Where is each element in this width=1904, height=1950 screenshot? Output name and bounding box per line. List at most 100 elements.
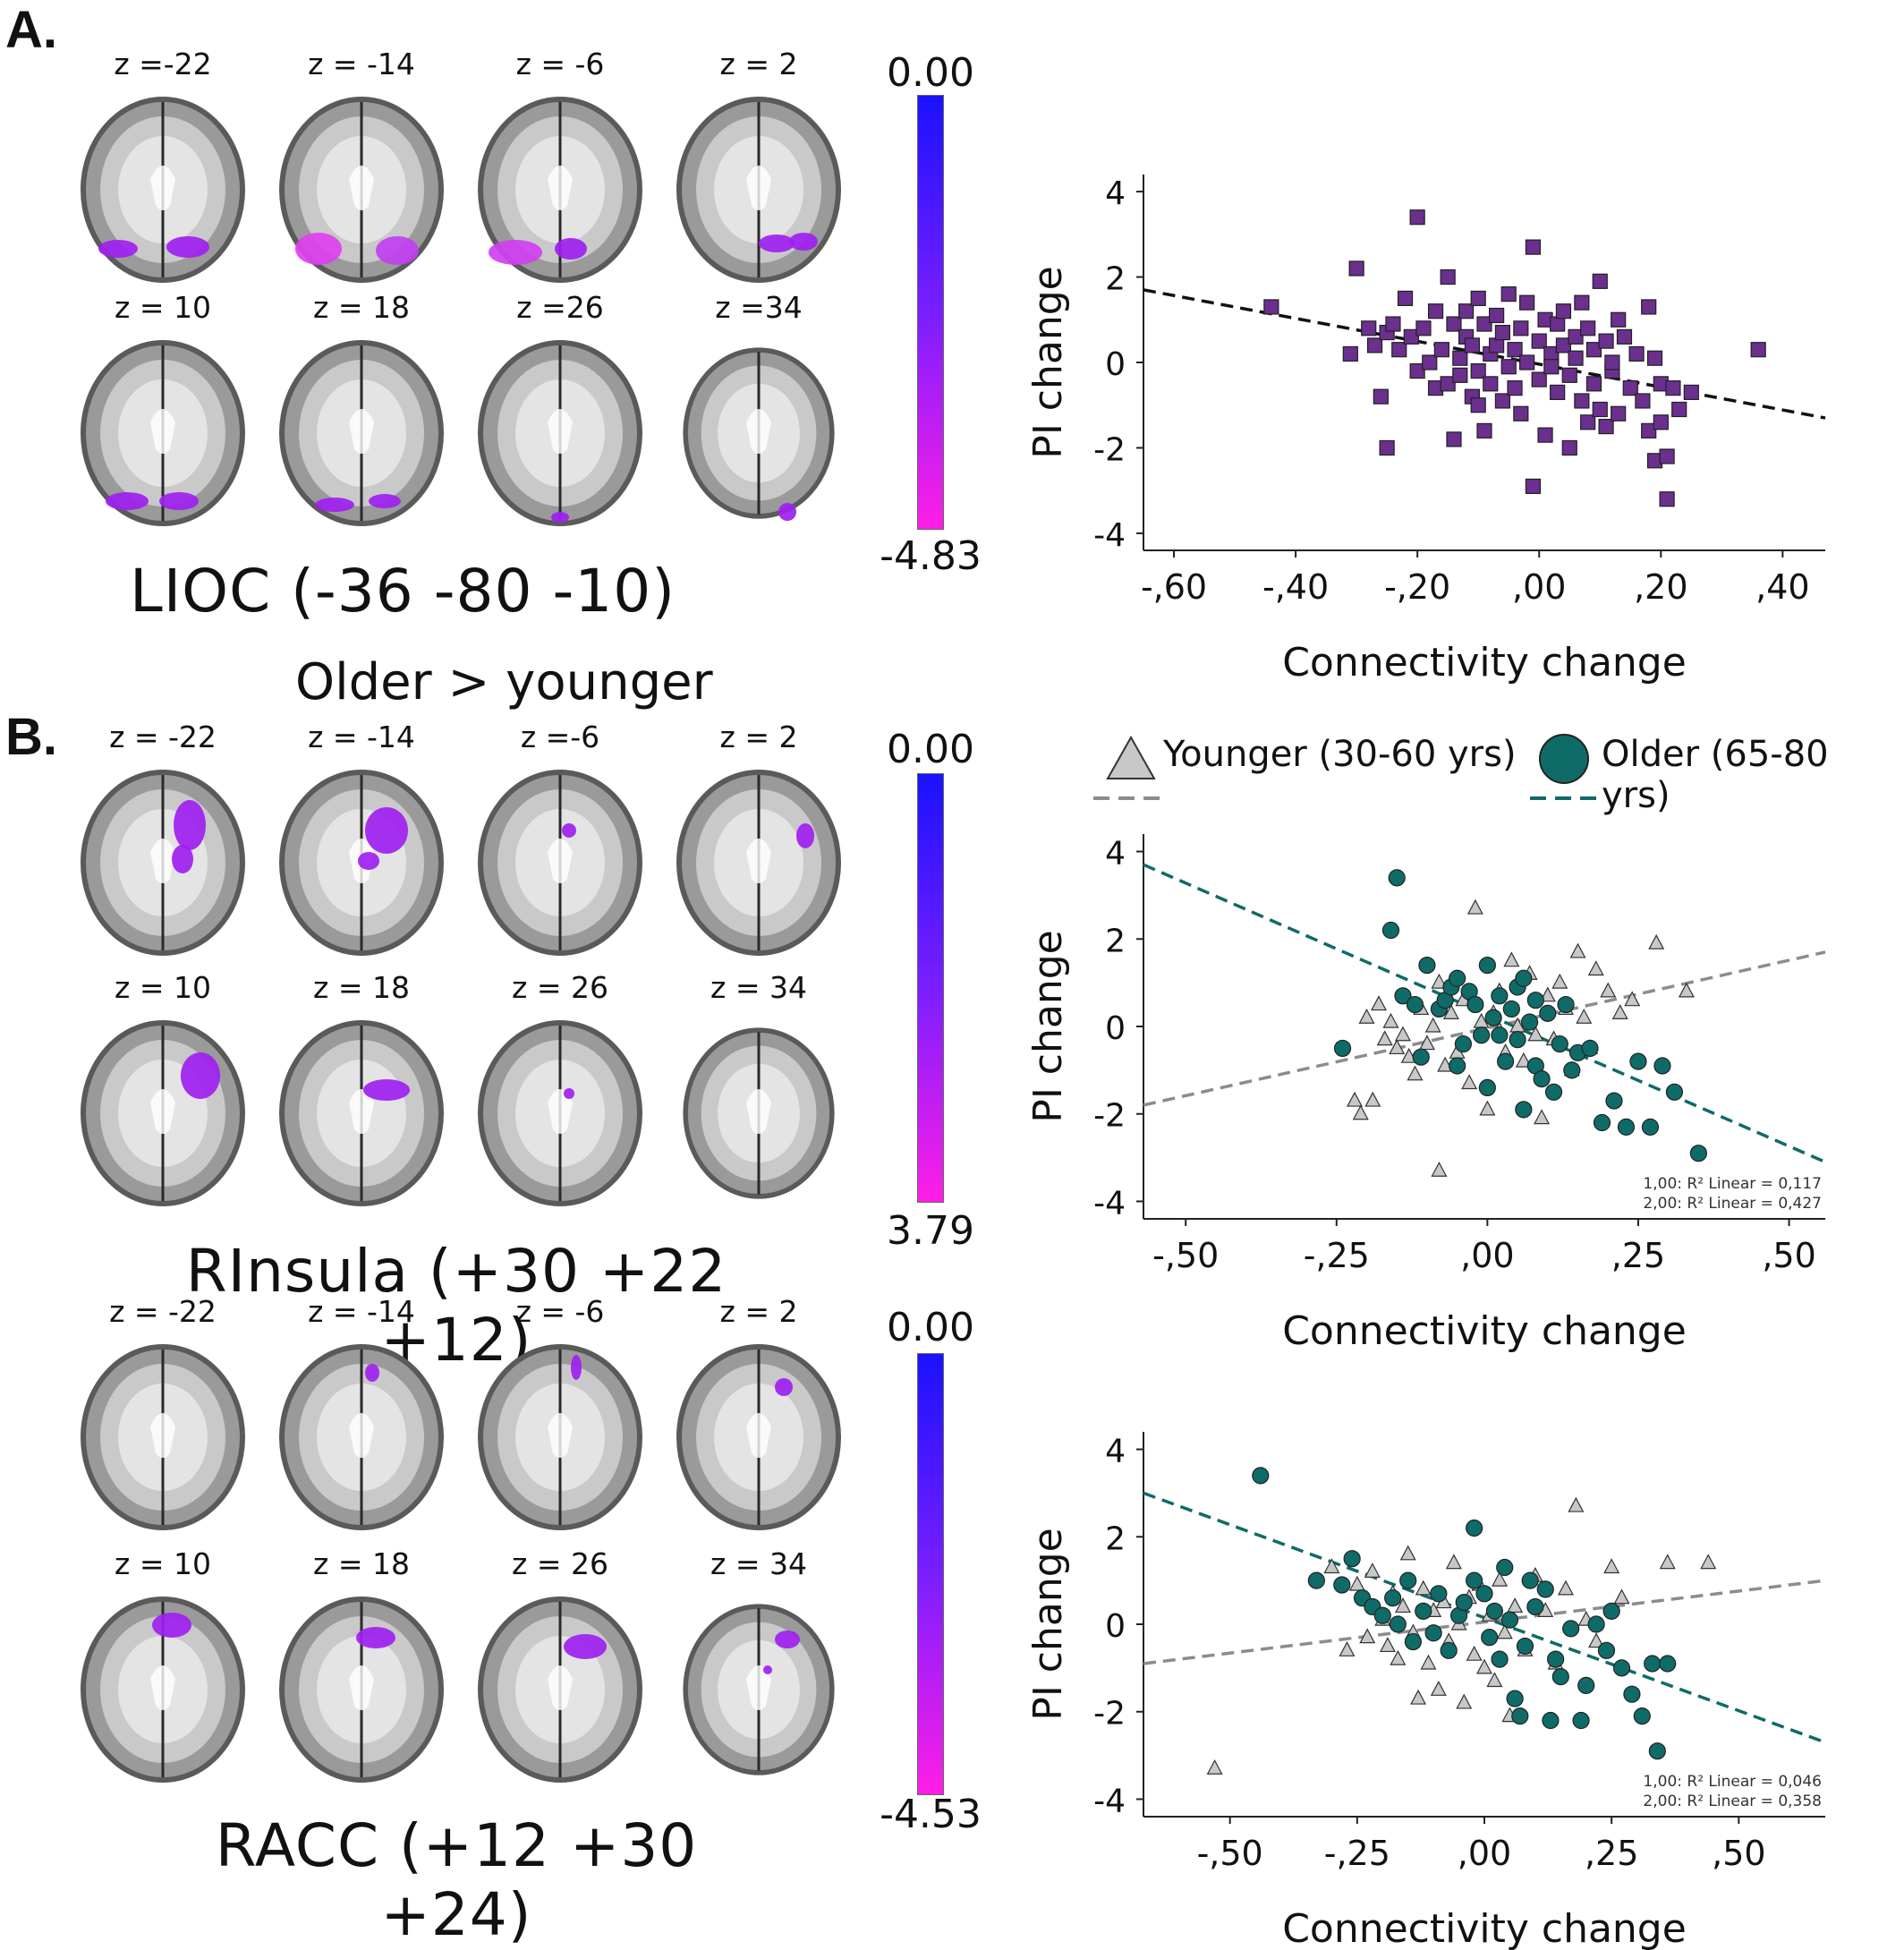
data-point [1507,342,1523,358]
data-point [1534,1109,1551,1125]
data-point [1644,1655,1662,1673]
data-point [1592,401,1608,418]
data-point [1433,342,1449,358]
panel-a-brain-slice [272,89,451,286]
data-point [1440,1641,1458,1659]
data-point [1500,359,1517,375]
insula-colorbar [917,773,944,1203]
data-point [1473,1026,1491,1044]
data-point [1653,414,1669,430]
y-tick-label: -2 [1093,431,1126,468]
insula-slice-label: z = -14 [308,720,415,754]
x-tick-label: ,25 [1611,1236,1665,1275]
data-point [1476,316,1492,332]
data-point [1399,1571,1417,1589]
data-point [1665,1083,1684,1101]
data-point [1478,1078,1496,1097]
panel-a-brain-slice [669,333,848,530]
data-point [1568,1496,1585,1512]
data-point [1506,1690,1524,1707]
data-point [1561,367,1577,383]
data-point [1481,1629,1499,1647]
insula-slice-label: z = -22 [109,720,217,754]
data-point [1366,337,1383,353]
data-point [1361,320,1377,336]
y-tick-label: -4 [1093,1185,1126,1222]
y-tick-label: 4 [1105,175,1126,212]
data-point [1648,1742,1666,1760]
data-point [1384,1589,1402,1607]
data-point [1515,1052,1532,1068]
data-point [1557,995,1575,1014]
insula-brain-slice [272,762,451,959]
x-tick-label: ,50 [1762,1236,1815,1275]
data-point [1437,1056,1454,1072]
acc-slice-label: z = -22 [109,1294,217,1329]
y-axis-title: PI change [1025,1528,1071,1720]
data-point [1491,1026,1509,1044]
data-point [1263,299,1279,315]
data-point [1628,345,1645,362]
insula-brain-slice [471,762,650,959]
data-point [1613,1588,1630,1605]
data-point [1641,1118,1660,1136]
x-axis-title: Connectivity change [1282,1308,1687,1354]
data-point [1440,376,1456,392]
data-point [1466,995,1484,1014]
data-point [1597,1641,1616,1659]
data-point [1364,1563,1381,1578]
contrast-title: Older > younger [295,653,713,711]
y-tick-label: 4 [1105,836,1126,873]
acc-colorbar-max: 0.00 [887,1305,974,1350]
legend-younger-marker [1106,735,1156,779]
acc-slice-label: z = 2 [719,1294,798,1329]
data-point [1431,973,1448,989]
data-point [1440,268,1456,285]
data-point [1521,1571,1539,1589]
panel-a-slice-label: z =26 [516,290,604,325]
y-tick-label: 4 [1105,1434,1126,1470]
data-point [1519,354,1535,370]
acc-brain-slice [73,1589,252,1786]
data-point [1568,328,1584,345]
data-point [1409,362,1425,379]
panel-a-brain-slice [471,89,650,286]
data-point [1415,1602,1432,1620]
insula-brain-slice [272,1013,451,1210]
acc-brain-slice [669,1589,848,1786]
data-point [1370,995,1387,1011]
data-point [1611,311,1627,328]
data-point [1403,328,1419,345]
data-point [1648,933,1665,949]
legend-younger-label: Younger (30-60 yrs) [1163,734,1517,775]
y-axis-title: PI change [1025,930,1071,1122]
data-point [1347,1091,1364,1107]
data-point [1430,1585,1448,1603]
x-tick-label: -,60 [1141,567,1207,607]
data-point [1641,422,1657,439]
data-point [1563,1061,1581,1079]
data-point [1394,987,1412,1005]
data-point [1446,316,1462,332]
x-tick-label: ,00 [1458,1834,1511,1873]
data-point [1343,1550,1361,1568]
data-point [1547,1650,1565,1668]
data-point [1605,1092,1623,1110]
legend-lines [1093,796,1598,800]
data-point [1616,328,1633,345]
acc-slice-label: z = 34 [710,1546,807,1581]
data-point [1542,1711,1560,1730]
insula-brain-slice [471,1013,650,1210]
data-point [1446,431,1462,447]
data-point [1617,1118,1636,1136]
panel-a-brain-slice [73,89,252,286]
panel-a-region-label: LIOC (-36 -80 -10) [129,557,676,626]
data-point [1543,359,1560,375]
data-point [1431,1161,1448,1177]
data-point [1587,1615,1605,1633]
data-point [1442,1004,1459,1019]
acc-slice-label: z = 10 [115,1546,211,1581]
fit-line [1143,863,1826,1164]
data-point [1576,1008,1593,1024]
y-tick-label: -2 [1093,1696,1126,1733]
